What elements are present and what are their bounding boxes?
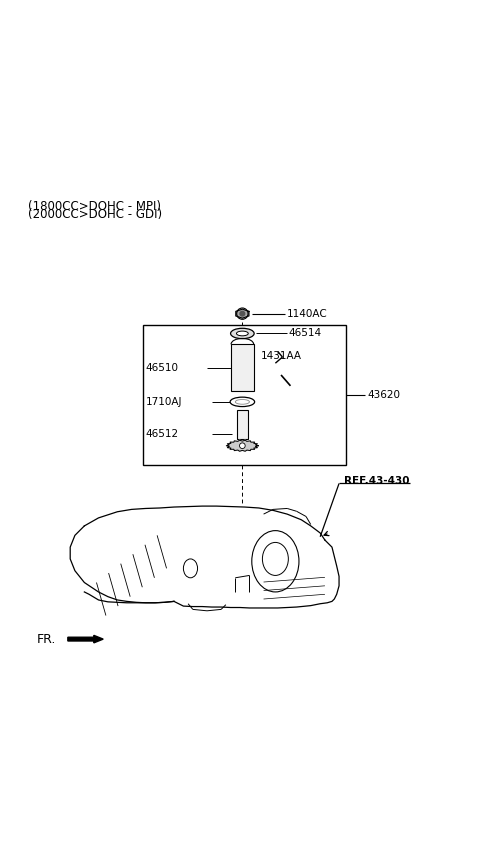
Text: 46514: 46514 [288,329,321,339]
Circle shape [240,312,245,316]
Text: 46512: 46512 [145,429,179,439]
Text: (1800CC>DOHC - MPI): (1800CC>DOHC - MPI) [28,200,161,213]
Text: REF.43-430: REF.43-430 [344,476,409,486]
Text: (2000CC>DOHC - GDI): (2000CC>DOHC - GDI) [28,209,162,222]
Polygon shape [227,440,258,452]
Bar [231,345,253,391]
Text: 1140AC: 1140AC [287,309,328,318]
Text: 43620: 43620 [367,390,400,400]
Circle shape [240,443,245,448]
Polygon shape [236,309,249,318]
Ellipse shape [237,331,248,336]
Ellipse shape [235,400,250,404]
Bar [237,410,248,439]
FancyArrow shape [68,635,103,643]
Ellipse shape [230,329,254,339]
Text: FR.: FR. [37,633,57,645]
Text: 46510: 46510 [145,363,179,373]
Text: 1431AA: 1431AA [261,351,302,361]
Text: 1710AJ: 1710AJ [145,396,182,407]
Bar [144,325,346,464]
Ellipse shape [230,397,254,407]
